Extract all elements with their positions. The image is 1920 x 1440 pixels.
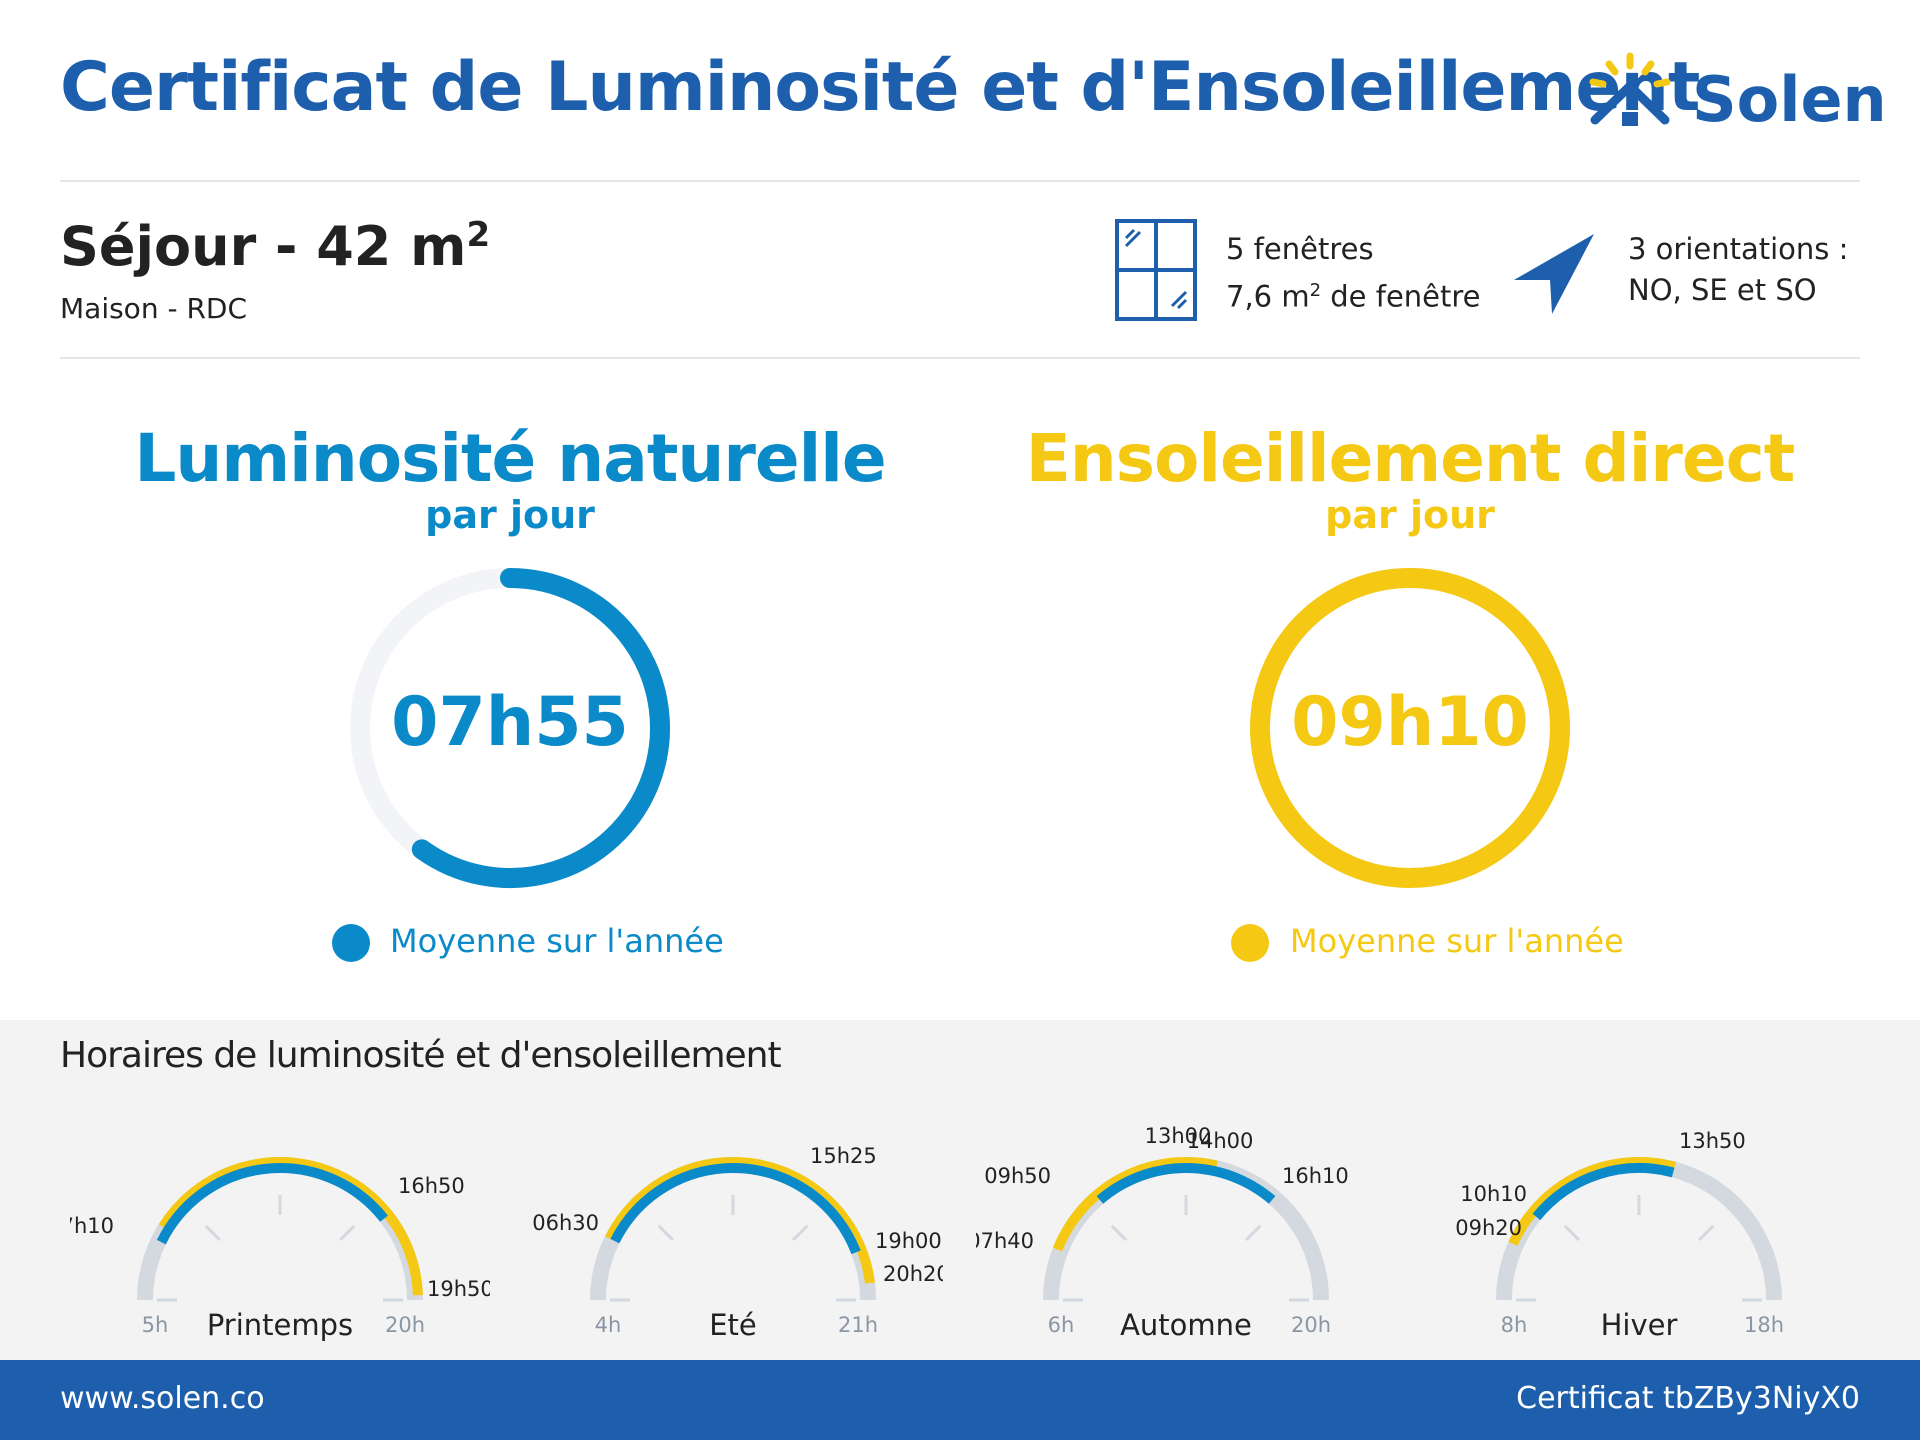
season-time-label: 07h40: [976, 1229, 1034, 1253]
season-tick: [1110, 1224, 1127, 1241]
season-end-label: 18h: [1744, 1313, 1784, 1337]
season-tick: [657, 1224, 674, 1241]
season-track: [137, 1157, 423, 1301]
season-time-label: 09h50: [984, 1164, 1051, 1188]
season-track: [1043, 1157, 1329, 1301]
season-gauge-ete: 4h 21h Eté 06h30 15h25 19h00 20h20: [532, 1144, 943, 1342]
luminosite-legend: Moyenne sur l'année: [390, 922, 724, 960]
season-track: [1496, 1157, 1782, 1301]
season-start-label: 5h: [142, 1313, 169, 1337]
windows-count: 5 fenêtres: [1226, 232, 1374, 266]
season-tick: [1245, 1224, 1262, 1241]
season-time-label: 16h50: [398, 1174, 465, 1198]
season-track: [590, 1157, 876, 1301]
season-end-label: 20h: [1291, 1313, 1331, 1337]
season-name: Eté: [709, 1308, 757, 1342]
season-time-label: 13h00: [1145, 1124, 1212, 1148]
season-start-label: 8h: [1501, 1313, 1528, 1337]
season-time-label: 20h20: [883, 1262, 943, 1286]
ensoleillement-legend: Moyenne sur l'année: [1290, 922, 1624, 960]
season-light-arc: [156, 1163, 388, 1245]
season-time-label: 13h50: [1679, 1129, 1746, 1153]
season-name: Automne: [1120, 1308, 1252, 1342]
season-tick: [204, 1224, 221, 1241]
season-time-label: 19h50: [427, 1277, 490, 1301]
ensoleillement-subtitle: par jour: [1325, 493, 1495, 537]
luminosite-value: 07h55: [391, 683, 629, 762]
luminosite-gauge: [350, 568, 670, 888]
windows-stat: 5 fenêtres 7,6 m2 de fenêtre: [1226, 229, 1481, 318]
window-icon: [1115, 219, 1197, 321]
orientations-count: 3 orientations :: [1628, 232, 1849, 266]
season-time-label: 14h00: [1187, 1129, 1254, 1153]
divider: [60, 180, 1860, 182]
season-light-arc: [1532, 1163, 1675, 1221]
brand-name: Solen: [1692, 63, 1887, 136]
season-time-label: 06h30: [532, 1211, 599, 1235]
season-sun-arc: [1508, 1157, 1676, 1246]
season-time-label: 07h10: [70, 1214, 114, 1238]
season-light-arc: [610, 1163, 861, 1255]
luminosite-subtitle: par jour: [425, 493, 595, 537]
ensoleillement-title: Ensoleillement direct: [1025, 420, 1796, 497]
season-tick: [339, 1224, 356, 1241]
luminosite-legend-dot: [332, 924, 370, 962]
season-time-label: 16h10: [1282, 1164, 1349, 1188]
orientations-list: NO, SE et SO: [1628, 273, 1817, 307]
ensoleillement-gauge: [1250, 568, 1570, 888]
season-time-label: 15h25: [810, 1144, 877, 1168]
luminosite-title: Luminosité naturelle: [134, 420, 886, 497]
season-tick: [1698, 1224, 1715, 1241]
season-tick: [1563, 1224, 1580, 1241]
orientations-stat: 3 orientations : NO, SE et SO: [1628, 229, 1848, 311]
season-time-label: 19h00: [875, 1229, 942, 1253]
room-subtitle: Maison - RDC: [60, 292, 248, 325]
page-title: Certificat de Luminosité et d'Ensoleille…: [60, 48, 1700, 127]
footer-certificate-id: Certificat tbZBy3NiyX0: [1516, 1381, 1860, 1416]
footer-website-link[interactable]: www.solen.co: [60, 1381, 265, 1416]
season-sun-arc: [1052, 1157, 1218, 1252]
horaires-title: Horaires de luminosité et d'ensoleilleme…: [60, 1035, 782, 1076]
windows-area: 7,6 m2 de fenêtre: [1226, 279, 1481, 314]
season-tick: [792, 1224, 809, 1241]
horaires-section: [0, 1020, 1920, 1360]
room-title: Séjour - 42 m2: [60, 215, 491, 278]
season-time-label: 09h20: [1455, 1216, 1522, 1240]
solen-logo-icon: [1589, 52, 1671, 126]
season-start-label: 4h: [595, 1313, 622, 1337]
season-start-label: 6h: [1048, 1313, 1075, 1337]
season-end-label: 21h: [838, 1313, 878, 1337]
season-time-label: 10h10: [1460, 1182, 1527, 1206]
season-gauge-hiver: 8h 18h Hiver 09h20 10h10 13h50: [1455, 1129, 1784, 1342]
season-name: Printemps: [207, 1308, 353, 1342]
season-name: Hiver: [1601, 1308, 1678, 1342]
season-sun-arc: [604, 1157, 875, 1284]
footer: [0, 1360, 1920, 1440]
season-end-label: 20h: [385, 1313, 425, 1337]
luminosite-gauge-arc: [411, 568, 670, 888]
season-light-arc: [1096, 1163, 1276, 1204]
season-sun-arc: [158, 1157, 423, 1296]
ensoleillement-value: 09h10: [1291, 683, 1529, 762]
navigation-arrow-icon: [1514, 234, 1594, 314]
ensoleillement-gauge-arc: [1250, 568, 1570, 888]
ensoleillement-legend-dot: [1231, 924, 1269, 962]
divider: [60, 357, 1860, 359]
season-gauge-printemps: 5h 20h Printemps 07h10 16h50 19h50: [70, 1157, 490, 1342]
